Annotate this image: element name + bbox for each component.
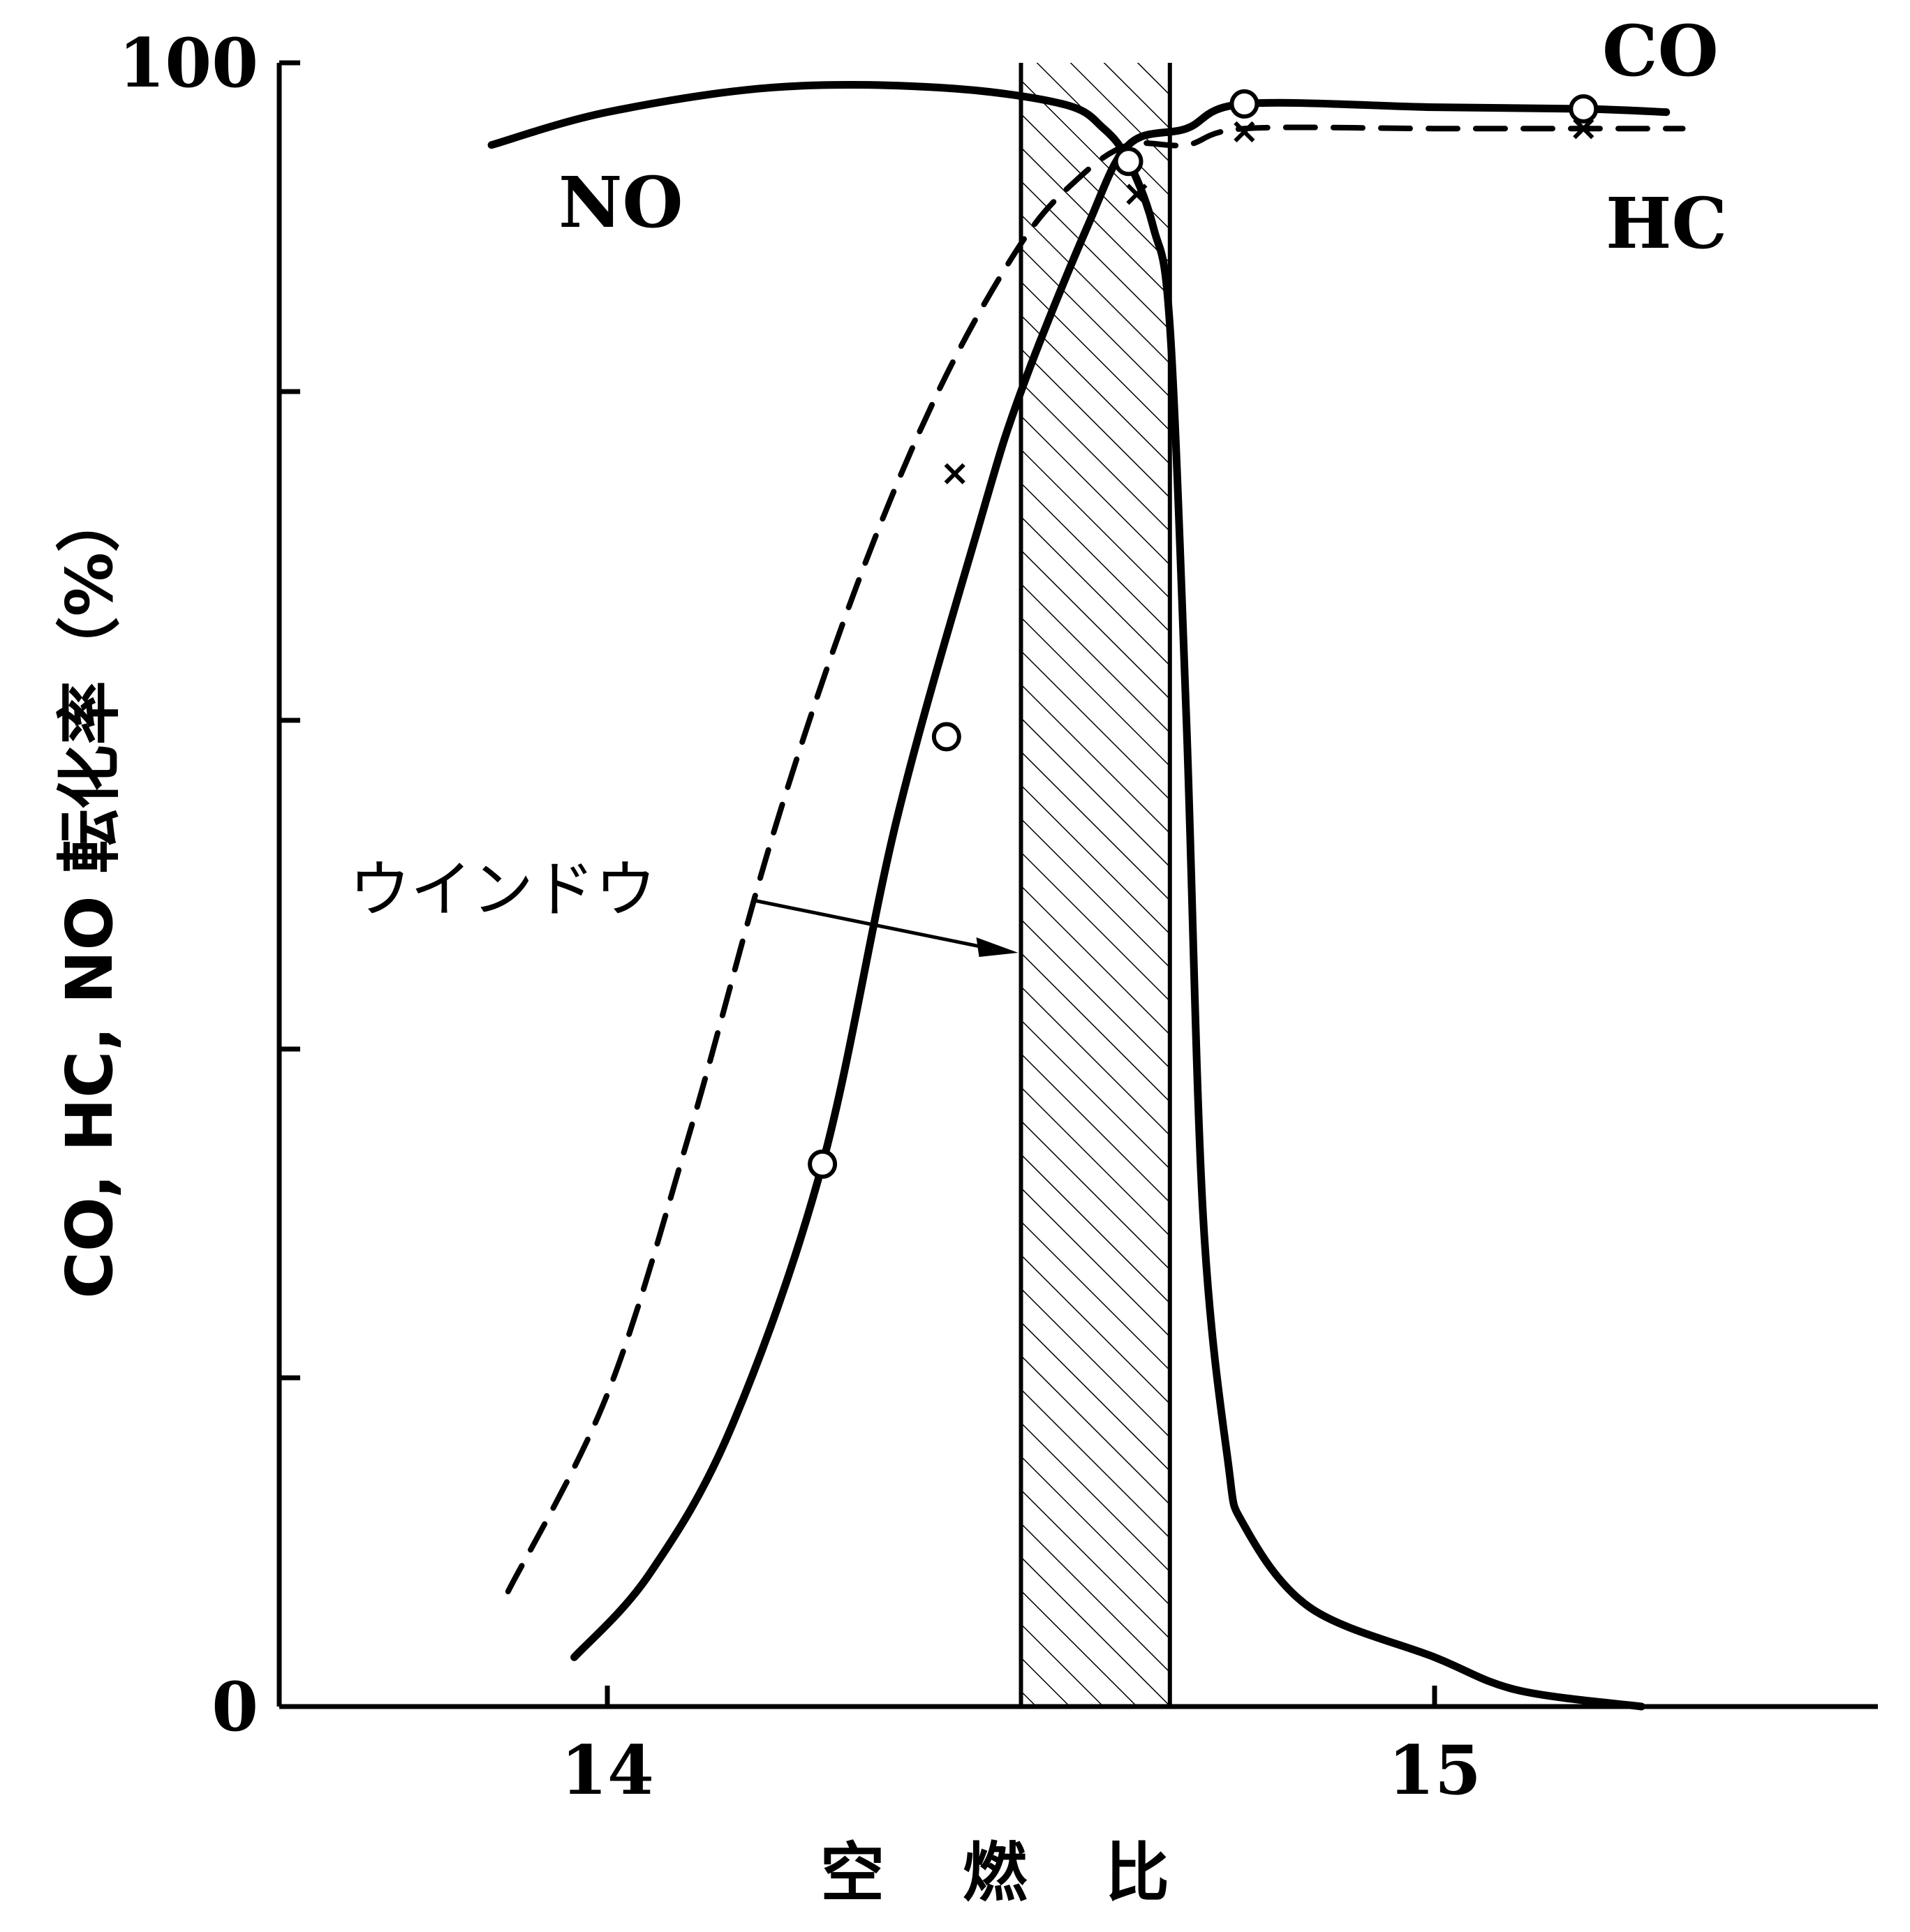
series-line-hc (505, 124, 1686, 1595)
series-point-co (931, 722, 961, 752)
series-point-co (1229, 89, 1259, 119)
axes: 0 100 14 15 (119, 24, 1878, 1810)
series-line-co (570, 98, 1671, 1661)
marker-x-stroke (1573, 118, 1594, 140)
x-tick-label: 14 (561, 1731, 654, 1810)
label-layer: 空 燃 比 CO, HC, NO 転化率（%） NO CO HC ウインドウ (52, 10, 1727, 1910)
series-layer (487, 81, 1686, 1711)
x-tick-label: 15 (1388, 1731, 1481, 1810)
series-point-co (1113, 147, 1143, 177)
window-arrow-line (753, 898, 991, 951)
series-label-hc: HC (1606, 182, 1727, 265)
series-point-co (808, 1149, 838, 1179)
series-point-hc (944, 463, 965, 484)
series-point-co (1569, 94, 1599, 124)
y-tick-label: 0 (212, 1667, 258, 1746)
marker-x-stroke (1234, 121, 1255, 143)
y-tick-label: 100 (119, 24, 258, 103)
x-axis-title: 空 燃 比 (820, 1836, 1197, 1910)
series-label-no: NO (558, 161, 683, 244)
series-line-no (487, 81, 1645, 1711)
series-point-hc (1234, 121, 1255, 143)
window-arrow-head (976, 937, 1019, 957)
y-axis-title: CO, HC, NO 転化率（%） (52, 488, 127, 1299)
window-annotation: ウインドウ (349, 854, 656, 926)
window-layer (1019, 63, 1172, 1707)
series-label-co: CO (1602, 10, 1719, 92)
marker-x-stroke (944, 463, 965, 484)
window-hatch (1021, 63, 1170, 1707)
series-point-hc (1573, 118, 1594, 140)
series-point-hc (1126, 184, 1148, 205)
marker-x-stroke (1126, 184, 1148, 205)
